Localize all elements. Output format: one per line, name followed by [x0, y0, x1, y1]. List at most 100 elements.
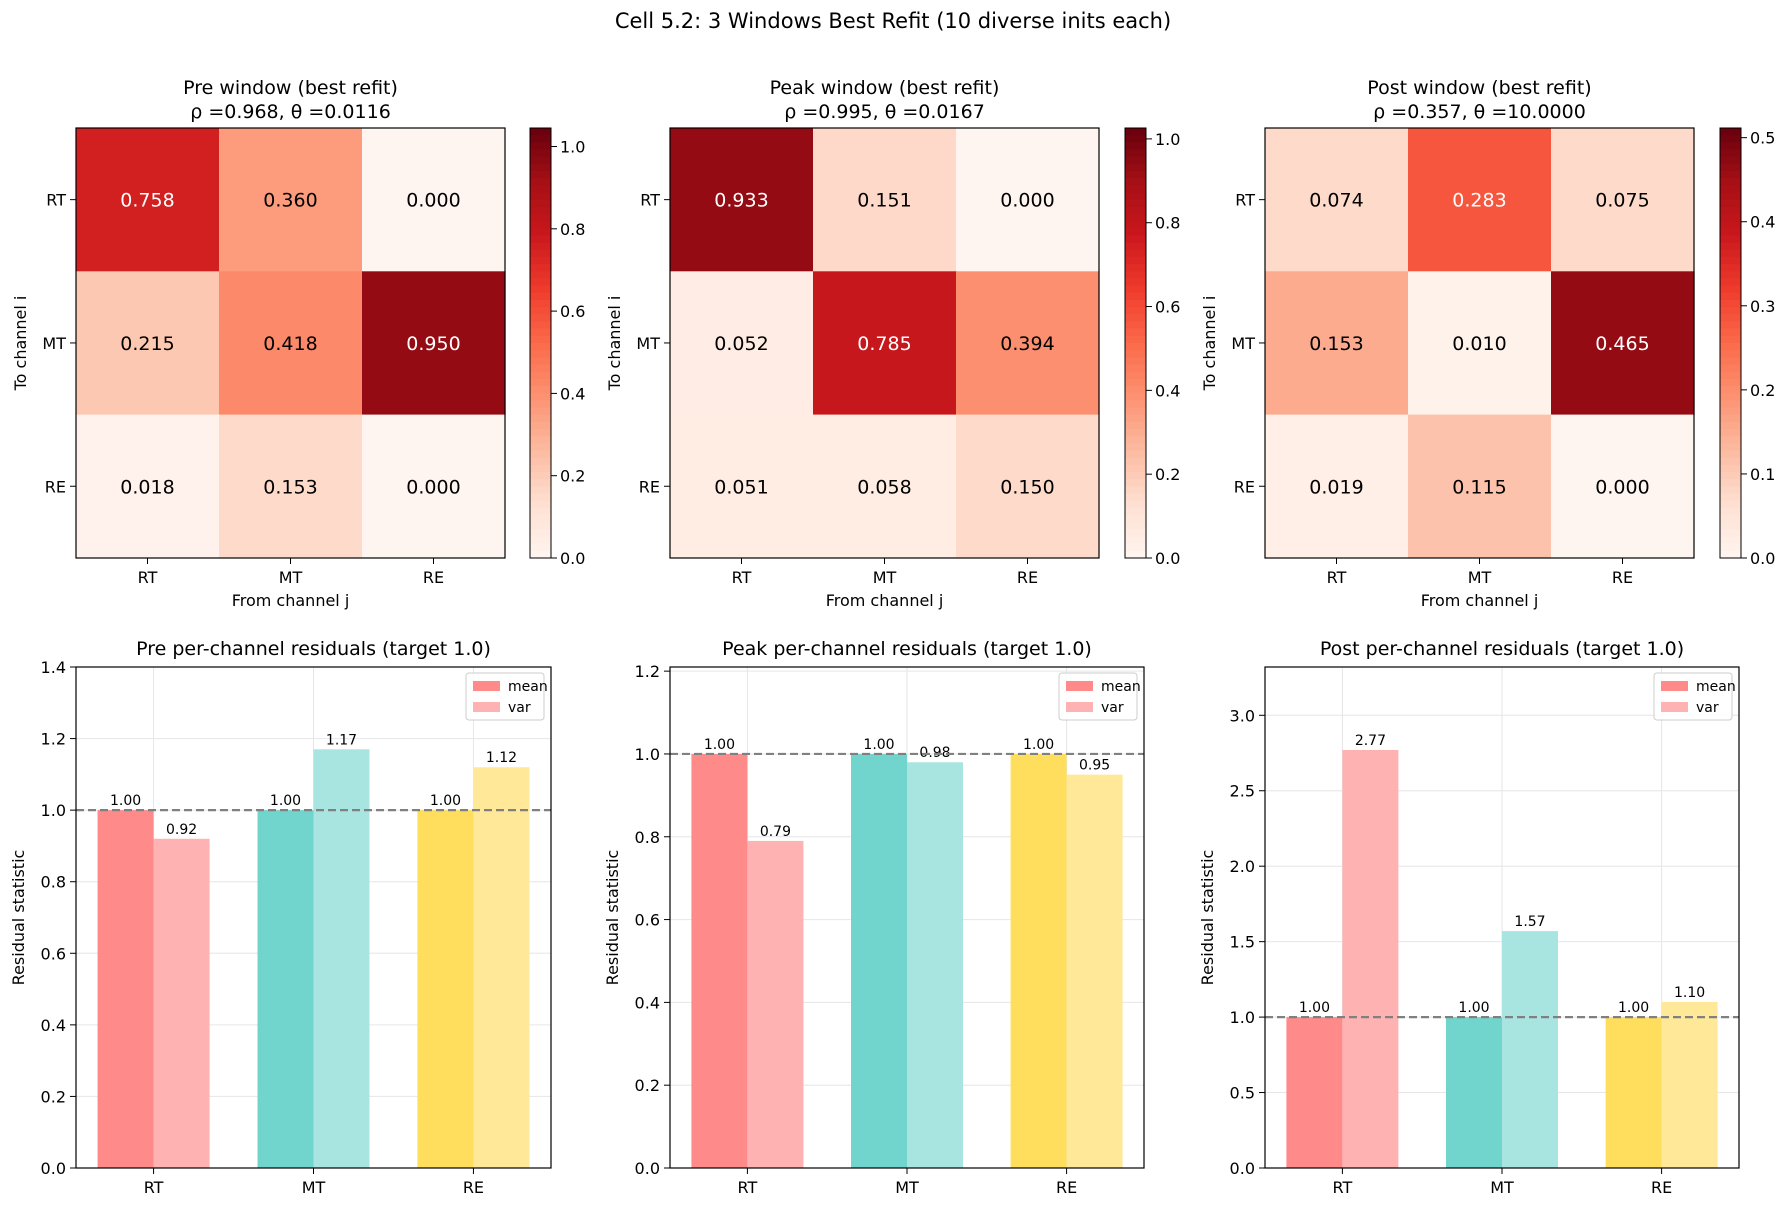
colorbar-segment — [530, 429, 551, 437]
bar-mean — [417, 810, 474, 1168]
y-axis-label: To channel i — [605, 296, 624, 392]
colorbar-segment — [530, 214, 551, 222]
bar-var — [153, 838, 210, 1168]
heatmap-cell-label: 0.019 — [1309, 476, 1363, 498]
colorbar-tick-label: 0.0 — [560, 549, 585, 568]
bar-mean — [1286, 1017, 1343, 1168]
colorbar-tick-label: 0.4 — [1750, 213, 1775, 232]
colorbar-segment — [1720, 400, 1741, 409]
colorbar-segment — [530, 307, 551, 315]
colorbar-segment — [1720, 271, 1741, 280]
x-tick-label: MT — [1468, 568, 1492, 587]
colorbar-segment — [530, 128, 551, 136]
heatmap-cell-label: 0.115 — [1452, 476, 1506, 498]
y-tick-label: 0.8 — [635, 828, 660, 847]
colorbar-segment — [530, 271, 551, 280]
heatmap-cell-label: 0.051 — [714, 476, 768, 498]
colorbar-tick-label: 1.0 — [1155, 130, 1180, 149]
bar-mean-label: 1.00 — [270, 793, 301, 809]
colorbar-segment — [530, 314, 551, 323]
colorbar-segment — [1125, 536, 1146, 545]
colorbar-tick-label: 0.2 — [560, 467, 585, 486]
legend-label: mean — [508, 679, 548, 695]
heatmap-cell-label: 0.058 — [857, 476, 911, 498]
heatmap-cell — [1408, 271, 1552, 416]
colorbar-tick-label: 0.5 — [1750, 129, 1775, 148]
colorbar-segment — [1720, 135, 1741, 143]
legend-label: var — [1101, 700, 1124, 716]
heatmap-cell — [362, 271, 506, 416]
y-tick-label: 0.6 — [41, 944, 66, 963]
heatmap-cell-label: 0.000 — [406, 190, 460, 212]
heatmap-cell-label: 0.000 — [406, 476, 460, 498]
heatmap-cell — [219, 271, 363, 416]
colorbar-segment — [1720, 171, 1741, 179]
heatmap-cell-label: 0.052 — [714, 333, 768, 355]
x-tick-label: RT — [1327, 568, 1347, 587]
colorbar-segment — [1720, 292, 1741, 301]
colorbar-segment — [1125, 307, 1146, 315]
x-tick-label: RT — [732, 568, 752, 587]
bar-var — [1342, 749, 1399, 1168]
colorbar-segment — [530, 335, 551, 344]
colorbar-segment — [1720, 464, 1741, 473]
colorbar-segment — [1125, 271, 1146, 280]
colorbar-tick-label: 0.1 — [1750, 465, 1775, 484]
y-tick-label: RT — [1235, 191, 1255, 210]
charts: Pre window (best refit)ρ =0.968, θ =0.01… — [9, 77, 1775, 1197]
colorbar-segment — [1720, 378, 1741, 387]
colorbar-frame — [1719, 127, 1742, 559]
colorbar-segment — [1720, 371, 1741, 380]
colorbar-segment — [530, 436, 551, 444]
colorbar-segment — [1720, 206, 1741, 215]
legend-label: var — [1696, 700, 1719, 716]
bar-mean-label: 1.00 — [1458, 1000, 1489, 1016]
heatmap-cell — [670, 128, 814, 272]
colorbar-segment — [1125, 199, 1146, 208]
y-tick-label: 0.6 — [635, 911, 660, 930]
colorbar-segment — [530, 522, 551, 530]
colorbar-segment — [530, 378, 551, 387]
colorbar-segment — [1720, 300, 1741, 308]
colorbar-segment — [530, 536, 551, 545]
colorbar-segment — [1720, 486, 1741, 495]
colorbar-segment — [1125, 314, 1146, 323]
colorbar-segment — [530, 421, 551, 430]
colorbar-segment — [530, 156, 551, 165]
y-tick-label: 3.0 — [1230, 706, 1255, 725]
colorbar-segment — [1720, 185, 1741, 194]
colorbar-segment — [530, 149, 551, 158]
bar-var — [313, 749, 370, 1168]
colorbar-segment — [1125, 135, 1146, 143]
colorbar-segment — [1720, 450, 1741, 459]
colorbar-segment — [1720, 386, 1741, 394]
bar-mean — [257, 810, 314, 1168]
y-axis-label: To channel i — [11, 296, 30, 392]
colorbar-segment — [530, 171, 551, 179]
x-tick-label: RE — [463, 1178, 484, 1197]
colorbar-segment — [1720, 429, 1741, 437]
y-tick-label: 2.5 — [1230, 782, 1255, 801]
colorbar-segment — [1125, 335, 1146, 344]
colorbar-segment — [1125, 421, 1146, 430]
colorbar-segment — [530, 228, 551, 237]
bar-var — [1661, 1002, 1718, 1168]
colorbar-segment — [1720, 529, 1741, 538]
heatmap-cell-label: 0.010 — [1452, 333, 1506, 355]
bar-mean-label: 1.00 — [110, 793, 141, 809]
x-tick-label: RT — [138, 568, 158, 587]
heatmap-cell-label: 0.018 — [120, 476, 174, 498]
colorbar-segment — [1125, 142, 1146, 151]
colorbar-segment — [530, 486, 551, 495]
colorbar-segment — [530, 543, 551, 552]
colorbar-segment — [1125, 242, 1146, 251]
legend: mean var — [465, 672, 548, 721]
colorbar-segment — [1720, 321, 1741, 330]
colorbar-segment — [530, 479, 551, 487]
legend: mean var — [1058, 672, 1141, 721]
colorbar-segment — [1720, 221, 1741, 229]
colorbar-segment — [1125, 128, 1146, 136]
colorbar-segment — [1720, 156, 1741, 165]
y-tick-label: RE — [639, 477, 660, 496]
heatmap-cell — [1551, 128, 1695, 272]
